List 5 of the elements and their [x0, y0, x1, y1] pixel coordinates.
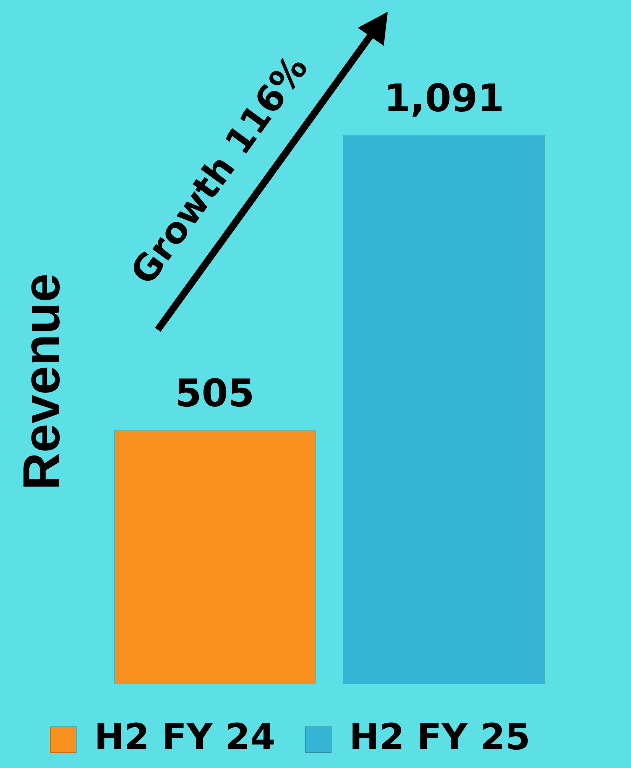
- y-axis-title: Revenue: [14, 274, 72, 490]
- data-label: 505: [175, 372, 255, 416]
- legend-label: H2 FY 25: [350, 717, 531, 758]
- data-label: 1,091: [384, 76, 504, 121]
- legend-label: H2 FY 24: [94, 717, 276, 758]
